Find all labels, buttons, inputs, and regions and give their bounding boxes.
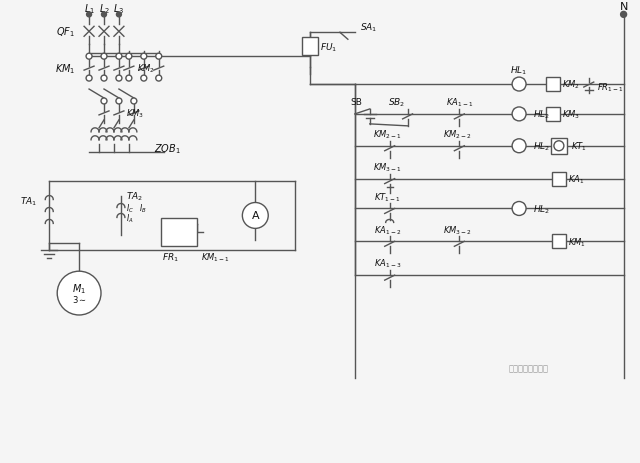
Text: $KT_1$: $KT_1$: [571, 140, 587, 153]
Circle shape: [156, 76, 162, 82]
Text: $L_1$: $L_1$: [84, 2, 95, 16]
Text: $KA_1$: $KA_1$: [568, 173, 584, 186]
Circle shape: [116, 13, 122, 18]
Circle shape: [116, 54, 122, 60]
Circle shape: [101, 76, 107, 82]
Circle shape: [131, 99, 137, 105]
Text: $QF_1$: $QF_1$: [56, 25, 75, 39]
Text: $KM_1$: $KM_1$: [568, 236, 586, 248]
Circle shape: [512, 78, 526, 92]
Text: A: A: [252, 211, 259, 221]
Circle shape: [512, 108, 526, 122]
Bar: [552, 172, 566, 186]
Circle shape: [116, 76, 122, 82]
Text: $SB_2$: $SB_2$: [388, 96, 406, 109]
Text: $FR_1$: $FR_1$: [162, 250, 179, 263]
Circle shape: [141, 76, 147, 82]
Text: $HL_2$: $HL_2$: [533, 203, 550, 215]
Text: SB: SB: [350, 98, 362, 107]
Text: $FU_1$: $FU_1$: [320, 42, 337, 54]
Circle shape: [554, 142, 564, 151]
Circle shape: [101, 54, 107, 60]
Text: $3{\sim}$: $3{\sim}$: [72, 293, 86, 304]
Text: $KM_2$: $KM_2$: [137, 63, 155, 75]
Circle shape: [141, 54, 147, 60]
Circle shape: [102, 13, 106, 18]
Bar: [546, 78, 560, 92]
Bar: [302, 38, 318, 56]
Bar: [551, 138, 567, 154]
Circle shape: [243, 203, 268, 229]
Circle shape: [116, 99, 122, 105]
Circle shape: [126, 76, 132, 82]
Circle shape: [101, 99, 107, 105]
Text: $I_C$: $I_C$: [126, 202, 134, 214]
Circle shape: [156, 54, 162, 60]
Text: N: N: [620, 2, 628, 13]
Circle shape: [86, 54, 92, 60]
Circle shape: [621, 13, 627, 19]
Text: $KM_2$: $KM_2$: [562, 79, 580, 91]
Text: $L_2$: $L_2$: [99, 2, 109, 16]
Text: $KA_{1-2}$: $KA_{1-2}$: [374, 224, 401, 236]
Text: $KM_{1-1}$: $KM_{1-1}$: [200, 250, 229, 263]
Text: $I_A$: $I_A$: [126, 212, 134, 224]
Text: $SA_1$: $SA_1$: [360, 21, 377, 33]
Bar: [161, 219, 196, 247]
Text: $KM_1$: $KM_1$: [54, 62, 75, 76]
Text: $I_B$: $I_B$: [139, 202, 147, 214]
Text: $KM_{2-1}$: $KM_{2-1}$: [373, 128, 402, 141]
Text: $ZOB_1$: $ZOB_1$: [154, 142, 180, 155]
Text: $L_3$: $L_3$: [113, 2, 125, 16]
Text: $HL_1$: $HL_1$: [511, 65, 528, 77]
Text: $KM_{3-1}$: $KM_{3-1}$: [373, 161, 402, 174]
Circle shape: [512, 202, 526, 216]
Text: $TA_1$: $TA_1$: [20, 195, 37, 207]
Text: $KM_{3-2}$: $KM_{3-2}$: [443, 224, 472, 236]
Circle shape: [86, 76, 92, 82]
Circle shape: [126, 54, 132, 60]
Circle shape: [57, 272, 101, 315]
Text: 电工技术知识学习: 电工技术知识学习: [509, 363, 549, 372]
Text: $FR_{1-1}$: $FR_{1-1}$: [596, 81, 623, 94]
Circle shape: [86, 13, 92, 18]
Text: $KM_3$: $KM_3$: [126, 107, 144, 120]
Bar: [552, 235, 566, 249]
Text: $KT_{1-1}$: $KT_{1-1}$: [374, 191, 401, 203]
Text: $TA_2$: $TA_2$: [126, 190, 143, 202]
Circle shape: [512, 139, 526, 153]
Text: $KA_{1-3}$: $KA_{1-3}$: [374, 257, 401, 270]
Bar: [546, 108, 560, 122]
Text: $M_1$: $M_1$: [72, 282, 86, 295]
Text: $HL_2$: $HL_2$: [533, 140, 550, 153]
Text: $KM_{2-2}$: $KM_{2-2}$: [443, 128, 472, 141]
Text: $KA_{1-1}$: $KA_{1-1}$: [445, 96, 473, 109]
Text: $KM_3$: $KM_3$: [562, 108, 580, 121]
Text: $HL_2$: $HL_2$: [533, 108, 550, 121]
